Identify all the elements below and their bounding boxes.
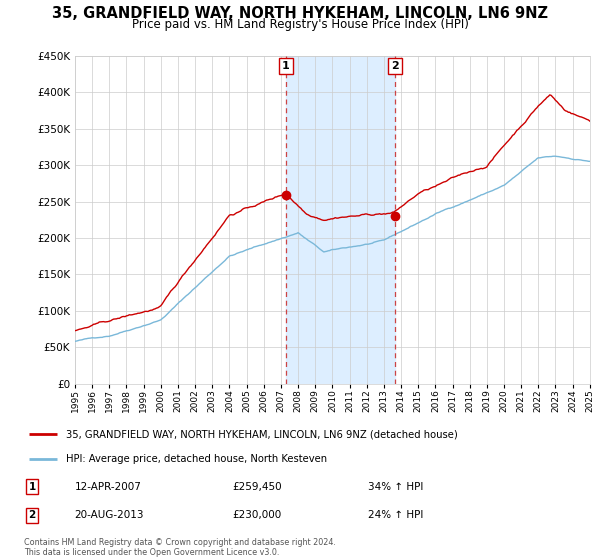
Text: 34% ↑ HPI: 34% ↑ HPI — [368, 482, 423, 492]
Text: 1: 1 — [282, 61, 290, 71]
Text: 24% ↑ HPI: 24% ↑ HPI — [368, 510, 423, 520]
Text: HPI: Average price, detached house, North Kesteven: HPI: Average price, detached house, Nort… — [66, 454, 327, 464]
Text: Price paid vs. HM Land Registry's House Price Index (HPI): Price paid vs. HM Land Registry's House … — [131, 18, 469, 31]
Text: £230,000: £230,000 — [232, 510, 281, 520]
Text: 35, GRANDFIELD WAY, NORTH HYKEHAM, LINCOLN, LN6 9NZ: 35, GRANDFIELD WAY, NORTH HYKEHAM, LINCO… — [52, 6, 548, 21]
Text: This data is licensed under the Open Government Licence v3.0.: This data is licensed under the Open Gov… — [24, 548, 280, 557]
Text: 1: 1 — [28, 482, 36, 492]
Text: 2: 2 — [28, 510, 36, 520]
Text: 12-APR-2007: 12-APR-2007 — [74, 482, 141, 492]
Text: Contains HM Land Registry data © Crown copyright and database right 2024.: Contains HM Land Registry data © Crown c… — [24, 538, 336, 547]
Text: 2: 2 — [391, 61, 398, 71]
Text: £259,450: £259,450 — [232, 482, 282, 492]
Text: 35, GRANDFIELD WAY, NORTH HYKEHAM, LINCOLN, LN6 9NZ (detached house): 35, GRANDFIELD WAY, NORTH HYKEHAM, LINCO… — [66, 430, 458, 440]
Text: 20-AUG-2013: 20-AUG-2013 — [74, 510, 144, 520]
Bar — [286, 56, 395, 384]
